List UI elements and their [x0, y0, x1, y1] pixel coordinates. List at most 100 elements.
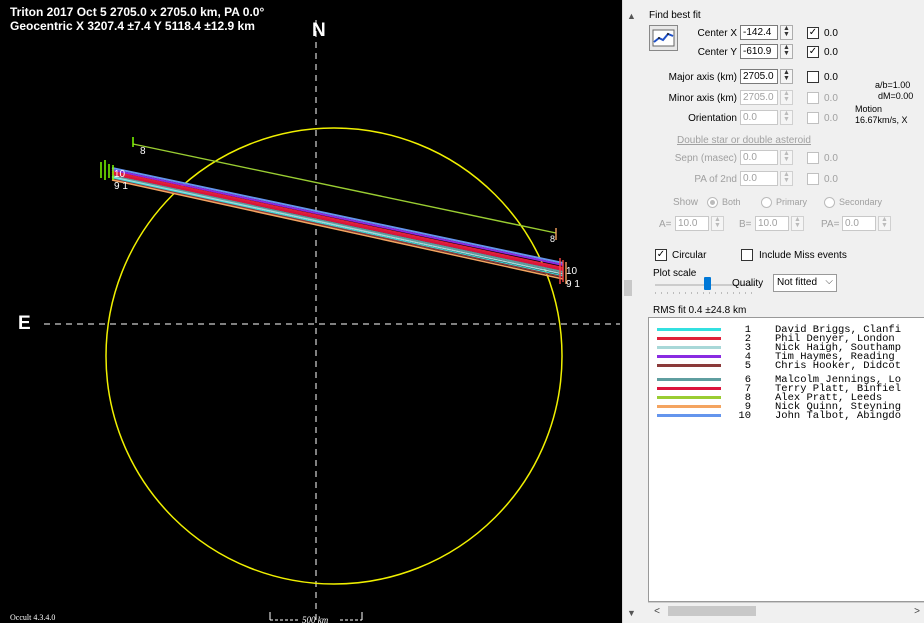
- scroll-up-icon[interactable]: ▲: [627, 11, 636, 21]
- orientation-input[interactable]: 0.0: [740, 110, 778, 125]
- a-spinner[interactable]: ▲ ▼: [711, 216, 724, 231]
- center-x-input[interactable]: -142.4: [740, 25, 778, 40]
- scale-bar: [269, 612, 363, 621]
- legend-number: 1: [744, 324, 751, 336]
- separation-label: Sepn (masec): [674, 153, 737, 164]
- scale-label: 500 km: [302, 615, 329, 623]
- legend-row[interactable]: 10 John Talbot, Abingdo: [649, 410, 924, 422]
- legend-row[interactable]: 9 Nick Quinn, Steyning: [649, 401, 924, 413]
- legend-color-swatch: [657, 378, 721, 381]
- separation-spinner[interactable]: ▲ ▼: [780, 150, 793, 165]
- show-secondary-radio[interactable]: [824, 197, 835, 208]
- orientation-check-value: 0.0: [824, 113, 838, 124]
- legend-row[interactable]: 6 Malcolm Jennings, Lo: [649, 374, 924, 386]
- pa-label: PA=: [821, 219, 840, 230]
- chord-9: [111, 179, 564, 280]
- legend-row[interactable]: 4 Tim Haymes, Reading: [649, 351, 924, 363]
- separation-check-value: 0.0: [824, 153, 838, 164]
- show-primary-label: Primary: [776, 197, 807, 207]
- scroll-left-icon[interactable]: <: [654, 606, 660, 617]
- circular-checkbox[interactable]: ✓: [655, 249, 667, 261]
- chord-2: [111, 170, 564, 270]
- legend-observer-name: Nick Haigh, Southamp: [775, 342, 902, 354]
- motion-value: 16.67km/s, X: [855, 115, 908, 125]
- legend-row[interactable]: 1 David Briggs, Clanfi: [649, 324, 924, 336]
- legend-color-swatch: [657, 337, 721, 340]
- b-input[interactable]: 10.0: [755, 216, 789, 231]
- a-input[interactable]: 10.0: [675, 216, 709, 231]
- legend-scroll-thumb[interactable]: [668, 606, 756, 616]
- legend-observer-name: Tim Haymes, Reading: [775, 351, 895, 363]
- pa-spinner[interactable]: ▲ ▼: [878, 216, 891, 231]
- asteroid-limb-circle: [105, 127, 563, 585]
- minor-axis-checkbox[interactable]: [807, 92, 819, 104]
- quality-value: Not fitted: [777, 277, 818, 288]
- chord-1: [111, 177, 564, 277]
- orientation-label: Orientation: [688, 113, 737, 124]
- show-label: Show: [673, 197, 699, 208]
- show-both-radio[interactable]: [707, 197, 718, 208]
- vertical-scrollbar[interactable]: ▲ ▼: [622, 0, 639, 623]
- legend-color-swatch: [657, 346, 721, 349]
- chord-label-8-right: 8: [550, 234, 555, 244]
- chevron-down-icon: ⌵: [825, 276, 833, 287]
- legend-row[interactable]: 8 Alex Pratt, Leeds: [649, 392, 924, 404]
- axis-ratio-text: a/b=1.00: [875, 80, 911, 90]
- double-star-link[interactable]: Double star or double asteroid: [677, 135, 811, 146]
- separation-checkbox[interactable]: [807, 152, 819, 164]
- b-spinner[interactable]: ▲ ▼: [791, 216, 804, 231]
- quality-select[interactable]: Not fitted ⌵: [773, 274, 837, 292]
- scroll-thumb[interactable]: [624, 280, 632, 296]
- plot-scale-label: Plot scale: [653, 268, 697, 279]
- plot-scale-slider[interactable]: [704, 277, 711, 290]
- chord-label-9-1-right: 9 1: [566, 279, 580, 290]
- center-y-input[interactable]: -610.9: [740, 44, 778, 59]
- center-y-spinner[interactable]: ▲ ▼: [780, 44, 793, 59]
- major-axis-input[interactable]: 2705.0: [740, 69, 778, 84]
- include-miss-checkbox[interactable]: [741, 249, 753, 261]
- minor-axis-check-value: 0.0: [824, 93, 838, 104]
- include-miss-label: Include Miss events: [759, 250, 847, 261]
- separation-input[interactable]: 0.0: [740, 150, 778, 165]
- chord-10: [111, 167, 564, 264]
- major-axis-checkbox[interactable]: [807, 71, 819, 83]
- legend-number: 9: [744, 401, 751, 413]
- legend-color-swatch: [657, 328, 721, 331]
- legend-number: 8: [744, 392, 751, 404]
- quality-label: Quality: [732, 278, 764, 289]
- show-primary-radio[interactable]: [761, 197, 772, 208]
- controls-panel: Find best fit Center X -142.4 ▲ ▼ ✓ 0.0 C…: [640, 0, 924, 623]
- find-best-fit-button[interactable]: [649, 25, 678, 51]
- orientation-checkbox[interactable]: [807, 112, 819, 124]
- pa-input[interactable]: 0.0: [842, 216, 876, 231]
- center-x-checkbox[interactable]: ✓: [807, 27, 819, 39]
- minor-axis-spinner[interactable]: ▲ ▼: [780, 90, 793, 105]
- east-label: E: [18, 313, 31, 334]
- scroll-right-icon[interactable]: >: [914, 606, 920, 617]
- legend-color-swatch: [657, 364, 721, 367]
- legend-row[interactable]: 3 Nick Haigh, Southamp: [649, 342, 924, 354]
- center-y-checkbox[interactable]: ✓: [807, 46, 819, 58]
- left-event-markers: [100, 137, 134, 180]
- pa-of-second-input[interactable]: 0.0: [740, 171, 778, 186]
- right-event-markers: [555, 228, 567, 284]
- legend-horizontal-scrollbar[interactable]: < >: [648, 602, 924, 619]
- legend-row[interactable]: 7 Terry Platt, Binfiel: [649, 383, 924, 395]
- scroll-down-icon[interactable]: ▼: [627, 608, 636, 618]
- major-axis-spinner[interactable]: ▲ ▼: [780, 69, 793, 84]
- plot-title-line1: Triton 2017 Oct 5 2705.0 x 2705.0 km, PA…: [10, 5, 265, 19]
- occultation-plot-panel[interactable]: 8 10 9 1 8 10 9 1 500 km Occult 4.3.4.0 …: [0, 0, 622, 623]
- legend-color-swatch: [657, 387, 721, 390]
- minor-axis-input[interactable]: 2705.0: [740, 90, 778, 105]
- center-x-label: Center X: [697, 28, 737, 39]
- observer-legend-list[interactable]: 1 David Briggs, Clanfi 2 Phil Denyer, Londo…: [648, 317, 924, 602]
- legend-row[interactable]: 2 Phil Denyer, London: [649, 333, 924, 345]
- orientation-spinner[interactable]: ▲ ▼: [780, 110, 793, 125]
- pa-of-second-checkbox[interactable]: [807, 173, 819, 185]
- chord-label-10-right: 10: [566, 266, 578, 277]
- legend-observer-name: Terry Platt, Binfiel: [775, 383, 902, 395]
- pa-of-second-spinner[interactable]: ▲ ▼: [780, 171, 793, 186]
- legend-color-swatch: [657, 355, 721, 358]
- legend-row[interactable]: 5 Chris Hooker, Didcot: [649, 360, 924, 372]
- center-x-spinner[interactable]: ▲ ▼: [780, 25, 793, 40]
